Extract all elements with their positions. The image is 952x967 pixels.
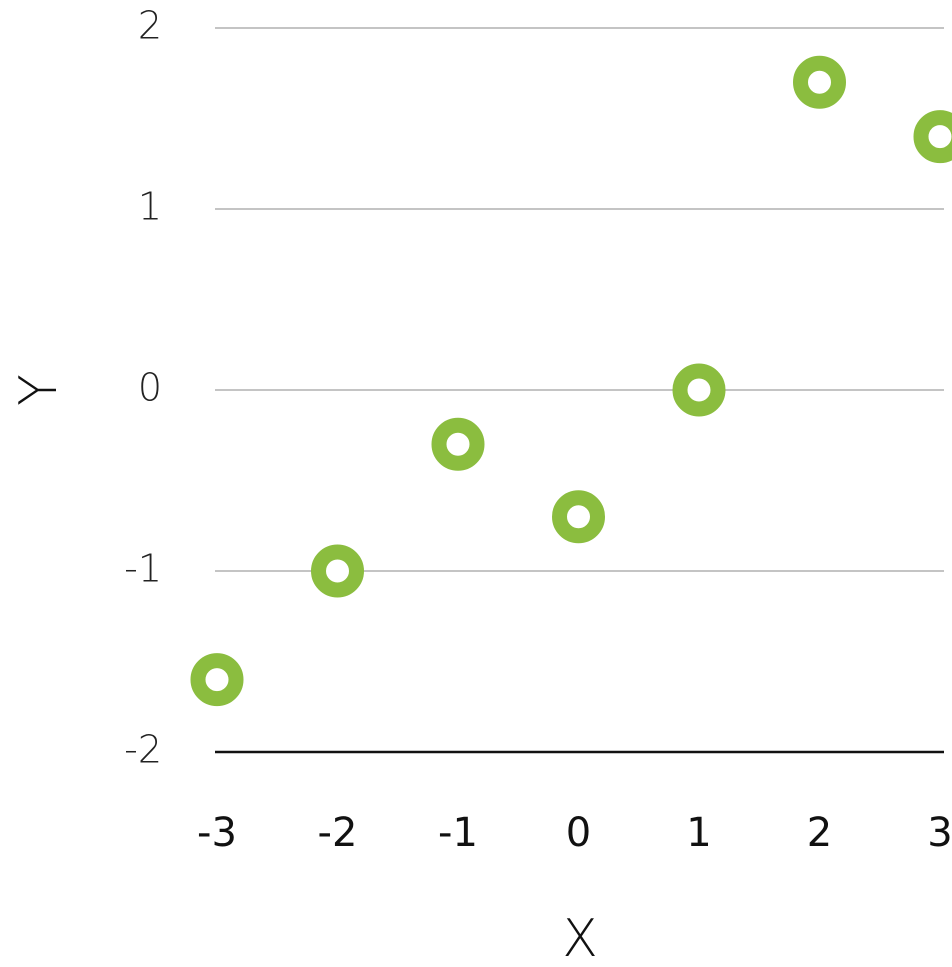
y-axis-title: Y	[9, 374, 69, 406]
x-tick-label: 1	[686, 810, 711, 856]
data-point	[913, 110, 952, 164]
x-tick-label: -2	[318, 810, 358, 856]
y-axis-ticks: 2 1 0 -1 -2	[124, 4, 162, 772]
x-tick-label: 3	[927, 810, 952, 856]
x-tick-label: 2	[807, 810, 832, 856]
data-point	[793, 55, 846, 109]
data-point	[190, 653, 244, 707]
y-tick-label: 1	[138, 185, 162, 229]
data-point	[552, 490, 605, 544]
x-axis-title: X	[562, 909, 598, 967]
x-axis-ticks: -3 -2 -1 0 1 2 3	[197, 810, 952, 856]
x-tick-label: -3	[197, 810, 237, 856]
data-point	[672, 363, 726, 417]
data-points	[190, 55, 952, 707]
y-tick-label: 2	[138, 4, 162, 48]
x-tick-label: -1	[438, 810, 478, 856]
y-tick-label: -1	[124, 547, 162, 591]
y-tick-label: -2	[124, 728, 162, 772]
x-tick-label: 0	[566, 810, 591, 856]
data-point	[311, 544, 364, 598]
data-point	[431, 417, 485, 471]
gridlines	[215, 27, 944, 754]
y-tick-label: 0	[138, 366, 162, 410]
